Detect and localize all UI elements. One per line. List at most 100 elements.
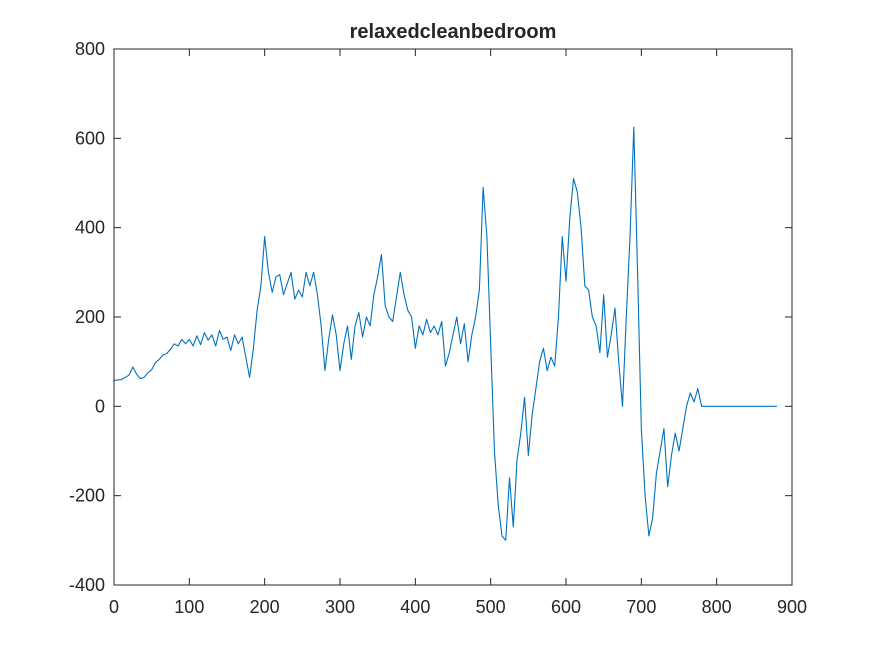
data-point xyxy=(309,285,310,286)
data-point xyxy=(611,334,612,335)
data-point xyxy=(268,272,269,273)
data-layer xyxy=(113,126,777,541)
data-point xyxy=(505,540,506,541)
data-point xyxy=(479,290,480,291)
data-point xyxy=(671,455,672,456)
x-tick-label: 500 xyxy=(476,597,506,617)
data-point xyxy=(211,334,212,335)
data-point xyxy=(535,388,536,389)
data-point xyxy=(257,310,258,311)
data-point xyxy=(467,361,468,362)
data-point xyxy=(170,349,171,350)
data-point xyxy=(513,526,514,527)
data-point xyxy=(475,316,476,317)
data-point xyxy=(486,236,487,237)
data-point xyxy=(294,299,295,300)
data-point xyxy=(456,316,457,317)
data-point xyxy=(558,316,559,317)
x-tick-label: 100 xyxy=(174,597,204,617)
data-point xyxy=(776,406,777,407)
data-point xyxy=(501,535,502,536)
x-tick-label: 600 xyxy=(551,597,581,617)
y-tick-label: 600 xyxy=(75,128,105,148)
data-point xyxy=(415,348,416,349)
data-point xyxy=(174,343,175,344)
data-point xyxy=(241,337,242,338)
series-line xyxy=(113,126,777,541)
x-axis: 0 100 200 300 400 500 600 700 800 900 xyxy=(109,49,807,617)
data-point xyxy=(426,319,427,320)
data-point xyxy=(272,292,273,293)
data-point xyxy=(385,305,386,306)
data-point xyxy=(298,290,299,291)
x-tick-label: 900 xyxy=(777,597,807,617)
data-point xyxy=(483,187,484,188)
y-tick-label: 200 xyxy=(75,307,105,327)
data-point xyxy=(351,359,352,360)
data-point xyxy=(144,377,145,378)
data-point xyxy=(498,504,499,505)
data-point xyxy=(177,345,178,346)
data-point xyxy=(306,272,307,273)
data-point xyxy=(200,344,201,345)
data-point xyxy=(279,274,280,275)
data-point xyxy=(339,370,340,371)
data-point xyxy=(667,486,668,487)
data-point xyxy=(618,361,619,362)
data-point xyxy=(675,433,676,434)
data-point xyxy=(697,388,698,389)
data-point xyxy=(554,366,555,367)
data-point xyxy=(358,312,359,313)
y-tick-label: 800 xyxy=(75,39,105,59)
data-point xyxy=(565,281,566,282)
data-point xyxy=(193,345,194,346)
data-point xyxy=(159,359,160,360)
data-point xyxy=(656,473,657,474)
data-point xyxy=(588,290,589,291)
data-point xyxy=(354,325,355,326)
data-point xyxy=(490,343,491,344)
data-point xyxy=(437,334,438,335)
data-point xyxy=(377,276,378,277)
x-tick-label: 0 xyxy=(109,597,119,617)
data-point xyxy=(562,236,563,237)
data-point xyxy=(686,406,687,407)
data-point xyxy=(516,459,517,460)
x-tick-label: 700 xyxy=(626,597,656,617)
data-point xyxy=(550,357,551,358)
data-point xyxy=(226,337,227,338)
data-point xyxy=(452,334,453,335)
data-point xyxy=(607,357,608,358)
y-axis: -400 -200 0 200 400 600 800 xyxy=(69,39,792,595)
data-point xyxy=(275,276,276,277)
data-point xyxy=(400,272,401,273)
data-point xyxy=(682,428,683,429)
data-point xyxy=(132,366,133,367)
data-point xyxy=(366,316,367,317)
data-point xyxy=(460,343,461,344)
data-point xyxy=(539,361,540,362)
data-point xyxy=(328,339,329,340)
data-point xyxy=(547,370,548,371)
data-point xyxy=(411,316,412,317)
data-point xyxy=(596,325,597,326)
data-point xyxy=(641,428,642,429)
data-point xyxy=(388,316,389,317)
data-point xyxy=(155,362,156,363)
data-point xyxy=(185,343,186,344)
data-point xyxy=(219,330,220,331)
data-point xyxy=(449,352,450,353)
data-point xyxy=(614,307,615,308)
data-point xyxy=(313,272,314,273)
data-point xyxy=(494,450,495,451)
data-point xyxy=(419,325,420,326)
data-point xyxy=(128,374,129,375)
data-point xyxy=(441,321,442,322)
data-point xyxy=(181,339,182,340)
data-point xyxy=(434,325,435,326)
data-point xyxy=(464,323,465,324)
data-point xyxy=(215,345,216,346)
data-point xyxy=(422,334,423,335)
data-point xyxy=(162,354,163,355)
x-tick-label: 400 xyxy=(400,597,430,617)
